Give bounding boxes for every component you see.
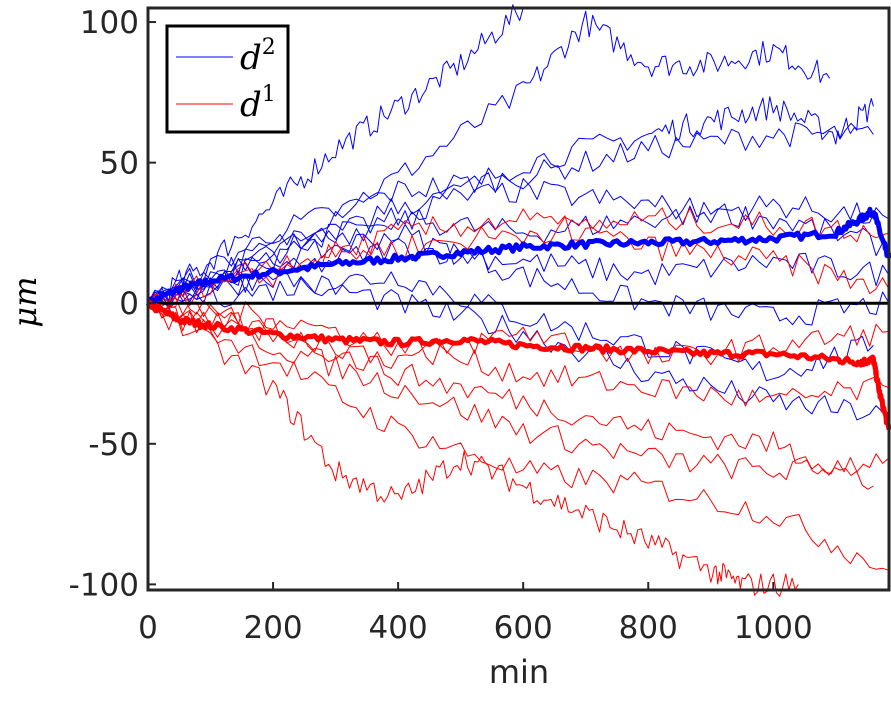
trace-line-d1-trace-2: [147, 301, 890, 571]
tick-label-layer: 0 200 400 600 800 1000 -100 -50 0 50 100: [69, 5, 813, 646]
legend: d2 d1: [165, 24, 290, 134]
y-tick-label: 50: [100, 146, 139, 182]
trace-layer: [147, 4, 890, 597]
mean-layer: [145, 206, 891, 431]
y-axis-label: μm: [6, 276, 44, 327]
trace-line-d2-trace-7: [147, 224, 890, 326]
trace-line-d2-trace-9: [147, 268, 890, 421]
y-tick-label: -50: [88, 427, 139, 463]
y-tick-label: -100: [69, 567, 139, 603]
trace-line-d1-trace-6: [147, 208, 890, 314]
y-tick-label: 0: [119, 286, 139, 322]
x-tick-label: 600: [494, 610, 553, 646]
x-tick-label: 200: [243, 610, 302, 646]
legend-label-d1: d1: [240, 82, 276, 125]
x-tick-label: 800: [619, 610, 678, 646]
mean-line-d1-mean: [146, 299, 891, 431]
legend-label-d2-exp: 2: [262, 35, 276, 60]
trace-line-d1-trace-4: [147, 297, 874, 490]
legend-label-d1-exp: 1: [262, 82, 276, 107]
trace-line-d2-trace-5: [147, 195, 890, 305]
mean-line-d2-mean: [145, 206, 891, 309]
trace-line-d2-trace-8: [147, 271, 874, 382]
y-axis-label-text: μm: [6, 276, 44, 327]
x-tick-label: 400: [369, 610, 428, 646]
x-axis-label: min: [489, 653, 549, 691]
x-tick-label: 1000: [734, 610, 813, 646]
legend-label-d1-base: d: [240, 85, 262, 125]
trace-line-d1-trace-1: [147, 302, 799, 597]
x-tick-label: 0: [138, 610, 158, 646]
legend-label-d2: d2: [240, 35, 276, 78]
plot-frame: [146, 6, 891, 592]
trace-line-d2-trace-4: [147, 122, 874, 310]
legend-label-d2-base: d: [240, 38, 262, 78]
trace-line-d1-trace-5: [147, 294, 890, 407]
legend-box: [165, 24, 290, 134]
trace-line-d2-trace-1: [147, 4, 524, 307]
trace-line-d1-trace-3: [147, 294, 890, 481]
trace-line-d1-trace-8: [147, 297, 890, 369]
y-tick-label: 100: [80, 5, 139, 41]
trace-line-d2-trace-6: [147, 237, 890, 304]
tick-layer: [147, 21, 775, 590]
